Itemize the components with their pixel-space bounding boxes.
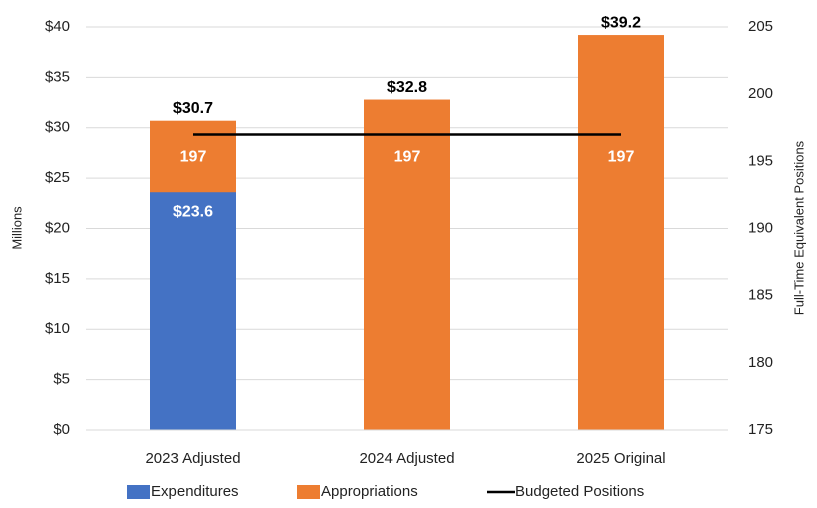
data-label: 197 — [180, 149, 207, 166]
y-tick-label: $25 — [45, 169, 70, 186]
y-tick-label: $15 — [45, 270, 70, 287]
x-tick-label: 2025 Original — [576, 450, 665, 467]
legend-swatch — [127, 485, 150, 499]
y2-tick-label: 180 — [748, 354, 773, 371]
y2-tick-label: 200 — [748, 85, 773, 102]
y2-tick-label: 175 — [748, 421, 773, 438]
y-tick-label: $35 — [45, 68, 70, 85]
y-axis-title: Millions — [9, 206, 24, 250]
data-label: $32.8 — [387, 79, 427, 96]
legend-label: Budgeted Positions — [515, 483, 644, 500]
y-tick-label: $30 — [45, 119, 70, 136]
y-tick-label: $40 — [45, 18, 70, 35]
data-label: $39.2 — [601, 14, 641, 31]
bar — [578, 35, 664, 431]
y2-tick-label: 205 — [748, 18, 773, 35]
y-tick-label: $5 — [53, 371, 70, 388]
y2-tick-label: 190 — [748, 219, 773, 236]
bar — [150, 192, 236, 430]
y2-axis-title: Full-Time Equivalent Positions — [791, 140, 806, 315]
data-label: $23.6 — [173, 203, 213, 220]
y-tick-label: $20 — [45, 219, 70, 236]
y2-tick-label: 185 — [748, 287, 773, 304]
y-tick-label: $10 — [45, 320, 70, 337]
legend-swatch — [297, 485, 320, 499]
bar — [364, 99, 450, 430]
data-label: $30.7 — [173, 100, 213, 117]
data-label: 197 — [394, 149, 421, 166]
y2-tick-label: 195 — [748, 152, 773, 169]
y-tick-label: $0 — [53, 421, 70, 438]
legend-label: Expenditures — [151, 483, 239, 500]
legend-label: Appropriations — [321, 483, 418, 500]
data-label: 197 — [608, 149, 635, 166]
x-tick-label: 2024 Adjusted — [359, 450, 454, 467]
x-tick-label: 2023 Adjusted — [145, 450, 240, 467]
